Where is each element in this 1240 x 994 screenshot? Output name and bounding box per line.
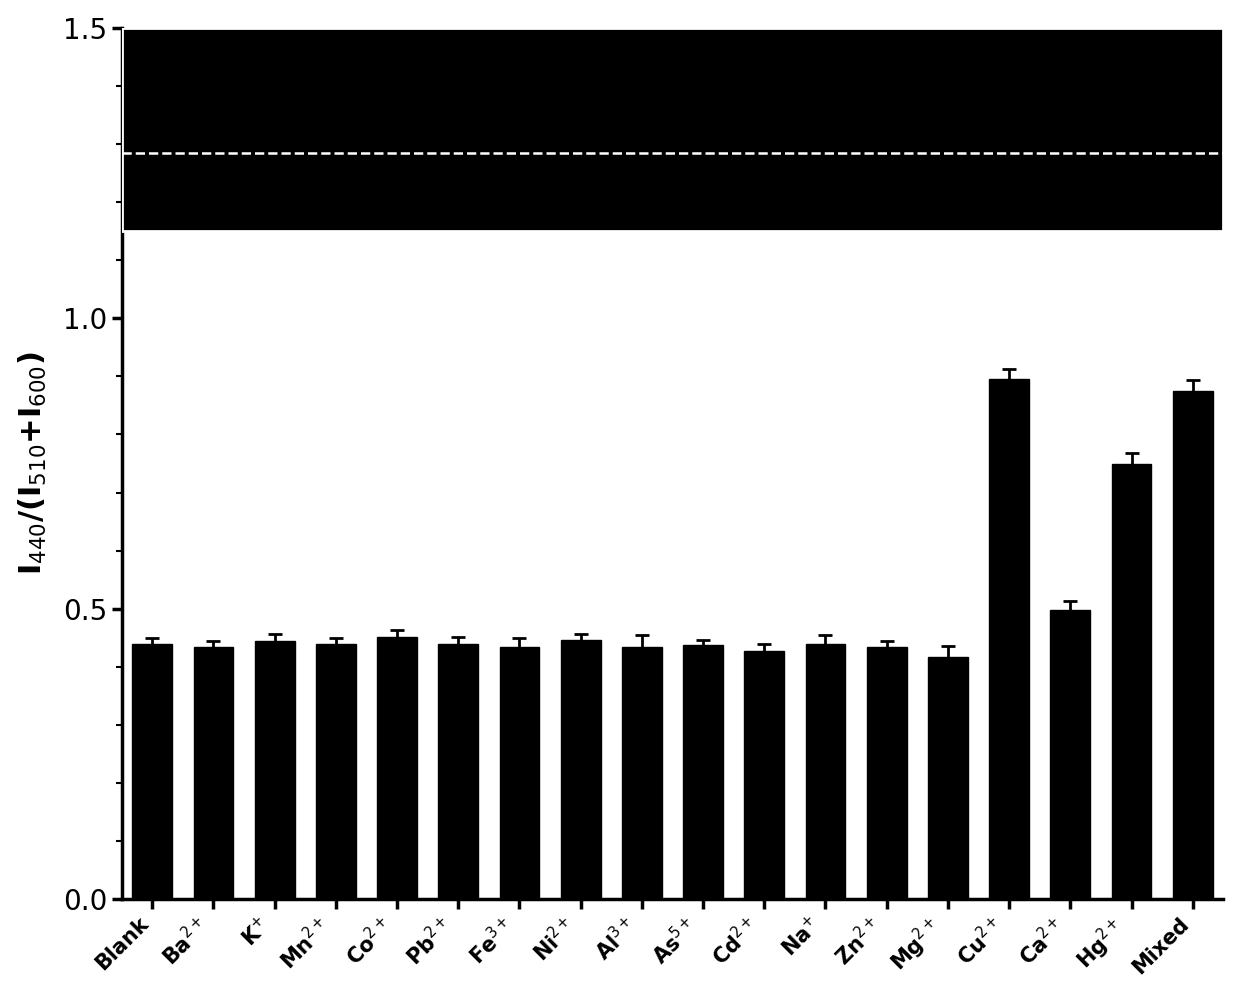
Bar [254,641,295,900]
Bar [500,647,539,900]
Bar [1173,391,1213,900]
Y-axis label: I$_{440}$/(I$_{510}$+I$_{600}$): I$_{440}$/(I$_{510}$+I$_{600}$) [16,352,48,576]
Bar [1050,610,1090,900]
Bar [439,644,479,900]
Bar [1111,463,1152,900]
Bar [122,28,1224,231]
Bar [744,651,784,900]
Bar [377,637,417,900]
Bar [683,645,723,900]
Bar [560,640,600,900]
Bar [806,644,846,900]
Bar [133,644,172,900]
Bar [193,647,233,900]
Bar [867,647,906,900]
Bar [928,656,967,900]
Bar [316,644,356,900]
Bar [622,647,662,900]
Bar [990,380,1029,900]
